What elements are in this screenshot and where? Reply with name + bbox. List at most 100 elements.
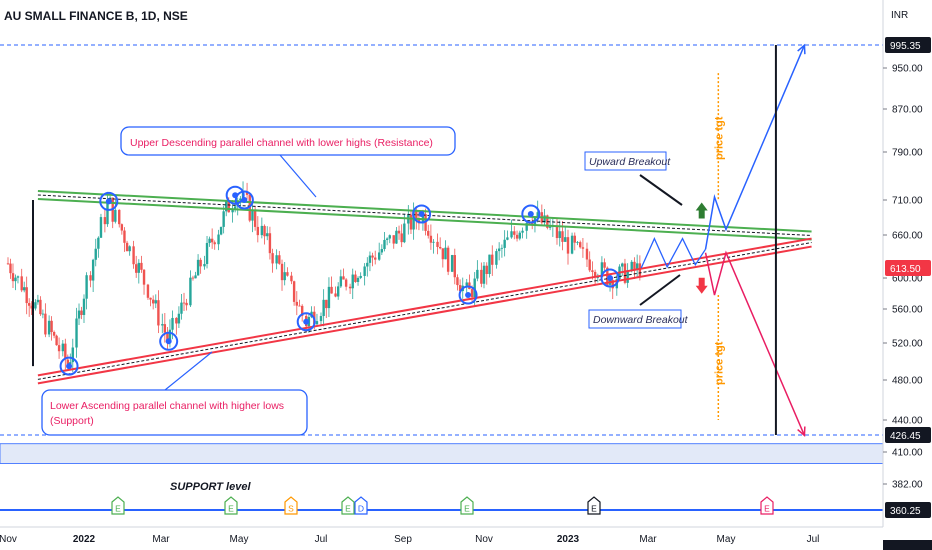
candle-body: [591, 270, 594, 272]
candle-body: [295, 301, 299, 306]
candle-body: [290, 275, 293, 282]
upper-channel-callout-box[interactable]: [120, 126, 456, 156]
event-marker-icon[interactable]: D: [354, 496, 368, 515]
candle-body: [191, 277, 195, 279]
resistance-line-inner[interactable]: [37, 198, 812, 241]
candle-body: [208, 238, 211, 243]
candle: [34, 299, 37, 311]
candle-body: [91, 259, 95, 281]
upper-channel-callout-text[interactable]: Upper Descending parallel channel with l…: [130, 137, 433, 149]
candle-body: [581, 247, 585, 249]
candle: [295, 291, 299, 316]
lower-channel-callout-line2[interactable]: (Support): [50, 415, 94, 427]
event-marker-icon[interactable]: S: [284, 496, 298, 515]
candle: [385, 237, 389, 246]
candle: [260, 217, 264, 239]
upward-projection-path[interactable]: [704, 44, 806, 250]
event-marker-icon[interactable]: E: [760, 496, 774, 515]
resistance-line[interactable]: [37, 190, 812, 233]
candle-body: [503, 239, 506, 248]
event-marker-icon[interactable]: E: [224, 496, 238, 515]
time-axis[interactable]: Nov 2022 Mar May Jul Sep Nov 2023 Mar May Jul: [0, 526, 932, 550]
time-tick-label: Nov: [475, 534, 493, 545]
level-price-badge[interactable]: [885, 427, 931, 443]
candle-body: [99, 217, 103, 238]
candle: [330, 276, 333, 294]
candle-body: [344, 279, 348, 287]
candle: [163, 313, 167, 343]
candle: [351, 268, 354, 300]
candle-body: [377, 252, 381, 260]
currency-label: INR: [891, 10, 908, 21]
upward-breakout-label[interactable]: Upward Breakout: [589, 156, 671, 168]
candle-body: [555, 225, 559, 239]
price-axis[interactable]: INR 950.00 870.00 790.00 710.00 660.00 600.00 5…: [882, 0, 932, 550]
candle: [576, 241, 579, 246]
annotations[interactable]: Upper Descending parallel channel with l…: [41, 116, 725, 493]
candle: [438, 237, 442, 250]
candle-body: [403, 223, 406, 243]
downward-breakout-box[interactable]: [588, 309, 682, 329]
candle-body: [271, 253, 274, 264]
candle-body: [436, 241, 439, 247]
event-marker-shape: [224, 496, 238, 515]
candle-body: [222, 211, 225, 227]
candle: [210, 228, 214, 249]
candle: [166, 326, 169, 350]
event-marker-icon[interactable]: E: [341, 496, 355, 515]
candle-body: [146, 284, 150, 298]
candle: [456, 274, 459, 291]
lower-callout-pointer: [164, 351, 213, 391]
support-line-inner[interactable]: [37, 245, 812, 385]
candle-body: [245, 191, 249, 195]
candle-body: [166, 332, 169, 342]
candle-body: [231, 208, 234, 213]
symbol-title[interactable]: AU SMALL FINANCE B, 1D, NSE: [4, 9, 188, 23]
candle: [71, 338, 74, 373]
candle-body: [363, 266, 366, 276]
support-line[interactable]: [37, 237, 812, 377]
breakout-projections[interactable]: [32, 43, 806, 438]
candle: [154, 294, 157, 309]
price-badge-label: 360.25: [890, 506, 921, 517]
candle-body: [123, 230, 126, 243]
lower-channel-callout-box[interactable]: [41, 389, 308, 436]
candle-body: [300, 305, 304, 316]
candle: [205, 236, 209, 269]
lower-channel-callout-line1[interactable]: Lower Ascending parallel channel with hi…: [50, 400, 284, 412]
candle: [120, 223, 124, 235]
candle-body: [266, 233, 269, 237]
channel-lines[interactable]: [37, 190, 812, 385]
candle: [217, 229, 220, 251]
candle-body: [506, 237, 509, 240]
candle-body: [61, 343, 65, 352]
candle: [392, 235, 395, 249]
candle: [196, 254, 200, 276]
candle-body: [339, 276, 343, 287]
event-marker-icon[interactable]: E: [111, 496, 125, 515]
support-mid-line: [37, 242, 812, 380]
downward-breakout-label[interactable]: Downward Breakout: [593, 314, 689, 326]
event-marker-icon[interactable]: E: [460, 496, 474, 515]
level-price-badge[interactable]: [885, 502, 931, 518]
last-price-badge[interactable]: [885, 260, 931, 276]
event-marker-shape: [587, 496, 601, 515]
candle: [348, 283, 352, 294]
candle-body: [292, 281, 296, 302]
candle-body: [14, 277, 17, 282]
upward-breakout-box[interactable]: [584, 151, 667, 171]
candle: [194, 271, 197, 279]
event-marker-icon[interactable]: E: [587, 496, 601, 515]
downward-projection-path[interactable]: [704, 250, 806, 436]
level-price-badge[interactable]: [885, 37, 931, 53]
candle-body: [132, 246, 135, 265]
event-marker-shape: [354, 496, 368, 515]
candle: [30, 301, 33, 316]
candle-body: [22, 287, 26, 291]
event-marker-label: D: [358, 504, 364, 514]
candle-body: [473, 278, 476, 298]
candle-body: [298, 305, 301, 307]
candle: [118, 209, 121, 228]
